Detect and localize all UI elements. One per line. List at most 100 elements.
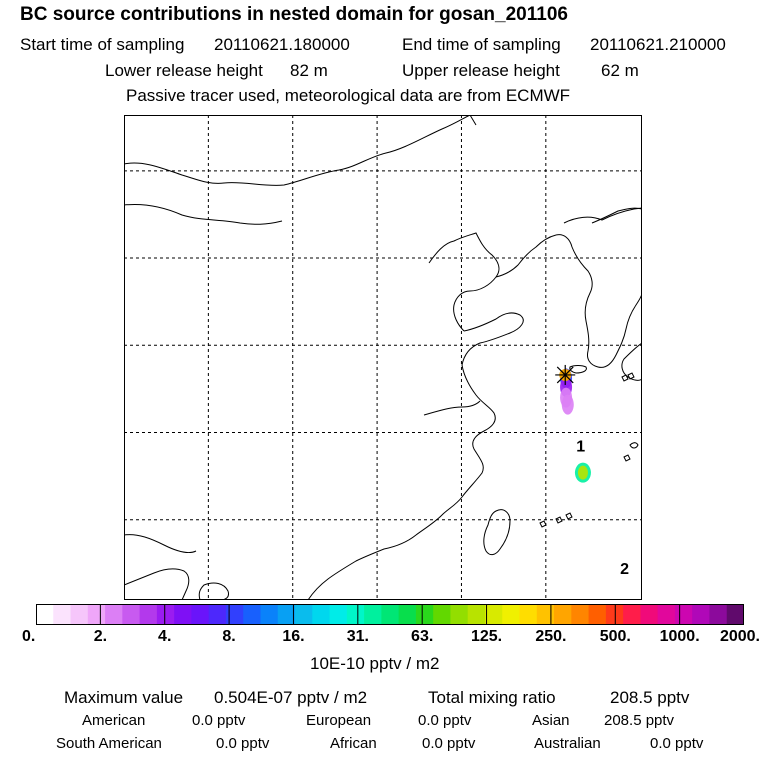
max-value-label: Maximum value xyxy=(64,688,184,707)
colorbar-tick-label: 8. xyxy=(222,628,236,645)
coast-east-china xyxy=(307,364,496,600)
colorbar-swatch xyxy=(53,604,72,624)
colorbar-tick-label: 500. xyxy=(599,628,631,645)
colorbar-swatch xyxy=(433,604,451,624)
colorbar-tick-label: 1000. xyxy=(659,628,700,645)
plume-cell xyxy=(577,465,588,480)
region-name: Asian xyxy=(532,712,570,729)
colorbar-swatch xyxy=(364,604,382,624)
colorbar-tick-label: 2. xyxy=(93,628,108,645)
colorbar-swatch xyxy=(709,604,728,624)
colorbar-tick-label: 250. xyxy=(535,628,567,645)
region-value: 208.5 pptv xyxy=(604,712,675,729)
upper-height-label: Upper release height xyxy=(402,61,560,80)
colorbar-tick-label: 16. xyxy=(282,628,305,645)
region-value: 0.0 pptv xyxy=(422,735,476,752)
colorbar-swatch xyxy=(381,604,400,624)
colorbar-swatch xyxy=(450,604,469,624)
region-value: 0.0 pptv xyxy=(418,712,472,729)
colorbar-swatch xyxy=(605,604,624,624)
colorbar-swatch xyxy=(502,604,521,624)
border-mongolia xyxy=(124,115,477,186)
end-time-label: End time of sampling xyxy=(402,35,561,54)
colorbar-swatch xyxy=(122,604,141,624)
colorbar-swatch xyxy=(536,604,555,624)
plume-cell xyxy=(561,394,574,415)
coast-japan-kyushu xyxy=(621,342,642,381)
colorbar-tick-label: 125. xyxy=(470,628,503,645)
colorbar-swatch xyxy=(191,604,210,624)
colorbar-tick-label: 2000. xyxy=(719,628,760,645)
start-time-value: 20110621.180000 xyxy=(214,35,350,54)
concentration-plume xyxy=(560,368,591,483)
colorbar-swatch xyxy=(208,604,227,624)
map-annotations: 12 xyxy=(576,439,629,578)
colorbar-swatch xyxy=(87,604,106,624)
colorbar-swatch xyxy=(674,604,693,624)
upper-height-value: 62 m xyxy=(601,61,639,80)
island-jeju xyxy=(569,365,587,374)
island-small-3 xyxy=(555,516,563,524)
receptor-marker xyxy=(555,364,576,385)
total-mixing-value: 208.5 pptv xyxy=(610,688,690,707)
island-small-2 xyxy=(539,520,547,528)
colorbar xyxy=(36,604,744,625)
colorbar-swatch xyxy=(657,604,676,624)
colorbar-swatch xyxy=(726,604,744,624)
lower-height-value: 82 m xyxy=(290,61,328,80)
colorbar-units: 10E-10 pptv / m2 xyxy=(310,654,440,673)
colorbar-swatch xyxy=(398,604,417,624)
colorbar-swatch xyxy=(588,604,607,624)
region-value: 0.0 pptv xyxy=(216,735,270,752)
colorbar-swatch xyxy=(70,604,89,624)
map-gridlines xyxy=(124,115,642,600)
river-yangtze xyxy=(423,400,481,416)
border-korea-china xyxy=(563,207,642,224)
colorbar-swatch xyxy=(519,604,538,624)
colorbar-swatch xyxy=(277,604,296,624)
colorbar-swatch xyxy=(623,604,641,624)
colorbar-swatch xyxy=(554,604,572,624)
colorbar-swatch xyxy=(640,604,659,624)
colorbar-swatch xyxy=(346,604,365,624)
end-time-value: 20110621.210000 xyxy=(590,35,726,54)
region-name: American xyxy=(82,712,146,729)
max-value: 0.504E-07 pptv / m2 xyxy=(214,688,368,707)
map-panel: 12 xyxy=(124,115,642,600)
colorbar-swatch xyxy=(467,604,486,624)
colorbar-swatch xyxy=(174,604,192,624)
start-time-label: Start time of sampling xyxy=(20,35,185,54)
colorbar-swatch xyxy=(571,604,590,624)
colorbar-swatch xyxy=(692,604,710,624)
region-value: 0.0 pptv xyxy=(192,712,246,729)
region-name: European xyxy=(306,712,372,729)
coast-russia xyxy=(591,207,642,224)
colorbar-tick-label: 63. xyxy=(411,628,434,645)
island-ryukyu-2 xyxy=(621,374,629,382)
border-northeast xyxy=(124,204,283,225)
coast-vietnam xyxy=(124,568,190,600)
map-frame xyxy=(124,115,642,600)
region-name: Australian xyxy=(534,735,601,752)
region-value: 0.0 pptv xyxy=(650,735,704,752)
colorbar-swatch xyxy=(415,604,434,624)
colorbar-swatch xyxy=(225,604,244,624)
colorbar-swatch xyxy=(484,604,503,624)
coast-shandong xyxy=(461,312,524,366)
border-china-vietnam xyxy=(124,534,197,554)
island-hainan xyxy=(198,582,229,600)
coast-korea xyxy=(555,234,642,368)
map-annotation-label: 2 xyxy=(620,561,629,578)
chart-title: BC source contributions in nested domain… xyxy=(20,4,568,25)
region-name: South American xyxy=(56,735,162,752)
colorbar-swatch xyxy=(329,604,348,624)
colorbar-tick-label: 0. xyxy=(22,628,36,645)
map-annotation-label: 1 xyxy=(576,439,585,456)
island-small-4 xyxy=(565,512,573,520)
colorbar-swatch xyxy=(156,604,175,624)
island-small-1 xyxy=(623,454,631,462)
coast-liaodong xyxy=(495,234,557,278)
colorbar-frame xyxy=(36,604,744,625)
island-taiwan xyxy=(483,509,511,556)
island-ryukyu-1 xyxy=(627,372,635,380)
